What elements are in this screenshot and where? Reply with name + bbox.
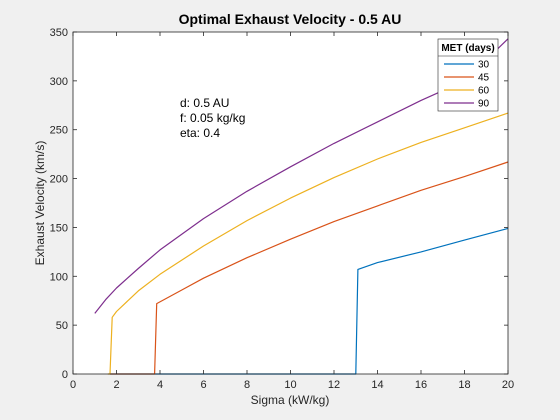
legend-box — [437, 38, 499, 112]
y-axis-label: Exhaust Velocity (km/s) — [33, 141, 47, 266]
x-tick-label: 16 — [415, 379, 427, 391]
y-tick-label: 150 — [50, 222, 68, 234]
series-line-45 — [110, 161, 509, 375]
x-tick-label: 10 — [284, 379, 296, 391]
legend-title: MET (days) — [441, 43, 494, 54]
x-tick-label: 8 — [244, 379, 250, 391]
plot-area — [73, 32, 508, 374]
y-tick-label: 100 — [50, 271, 68, 283]
x-tick-label: 12 — [328, 379, 340, 391]
y-tick-label: 300 — [50, 76, 68, 88]
x-tick-label: 0 — [70, 379, 76, 391]
annotation-efficiency: eta: 0.4 — [180, 126, 220, 140]
x-axis-label: Sigma (kW/kg) — [251, 393, 330, 407]
y-tick-label: 0 — [62, 369, 68, 381]
legend-label-45: 45 — [478, 73, 490, 84]
x-tick-label: 4 — [157, 379, 163, 391]
x-tick-label: 2 — [113, 379, 119, 391]
legend-label-90: 90 — [478, 99, 490, 110]
annotation-mass-fraction: f: 0.05 kg/kg — [180, 111, 245, 125]
legend-items: 30 45 60 90 — [444, 60, 490, 110]
x-tick-label: 18 — [458, 379, 470, 391]
y-tick-label: 200 — [50, 174, 68, 186]
series-line-60 — [107, 112, 509, 375]
y-tick-label: 250 — [50, 125, 68, 137]
legend-label-60: 60 — [478, 86, 490, 97]
series-line-90 — [94, 38, 509, 314]
chart-title: Optimal Exhaust Velocity - 0.5 AU — [179, 11, 402, 27]
x-tick-label: 14 — [371, 379, 383, 391]
legend-label-30: 30 — [478, 60, 490, 71]
y-tick-label: 350 — [50, 27, 68, 39]
annotation-distance: d: 0.5 AU — [180, 96, 229, 110]
y-tick-label: 50 — [56, 320, 68, 332]
x-tick-label: 6 — [200, 379, 206, 391]
legend: MET (days) 30 45 60 90 — [437, 38, 499, 112]
x-tick-label: 20 — [502, 379, 514, 391]
